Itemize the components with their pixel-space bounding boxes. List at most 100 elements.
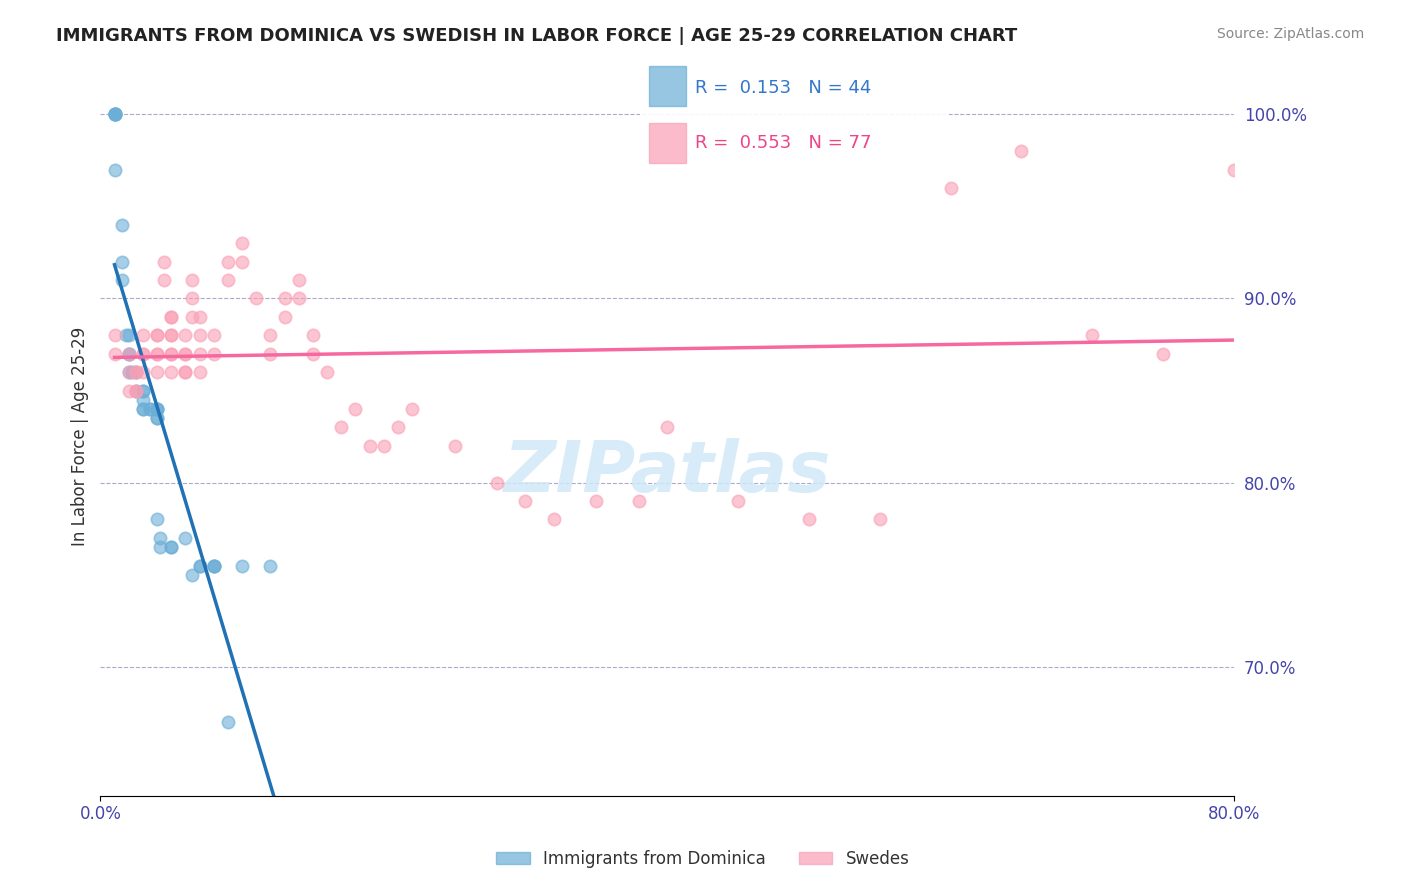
Point [118, 365, 141, 379]
Point [287, 273, 309, 287]
Point [181, 292, 204, 306]
Point [132, 384, 155, 398]
Point [181, 273, 204, 287]
Point [188, 558, 211, 573]
Point [132, 347, 155, 361]
Point [125, 365, 148, 379]
Point [146, 347, 169, 361]
Point [125, 365, 148, 379]
Point [146, 401, 169, 416]
Point [174, 365, 197, 379]
Point [118, 347, 141, 361]
Point [174, 531, 197, 545]
Point [1152, 347, 1174, 361]
Point [259, 347, 281, 361]
Point [655, 420, 678, 434]
Point [153, 254, 176, 268]
Point [245, 292, 267, 306]
Point [174, 347, 197, 361]
Point [132, 401, 155, 416]
Point [132, 384, 155, 398]
Bar [650, 123, 686, 163]
Point [302, 328, 325, 343]
Point [174, 365, 197, 379]
Point [181, 567, 204, 582]
Point [188, 365, 211, 379]
Point [118, 347, 141, 361]
Point [797, 512, 820, 526]
Point [160, 540, 183, 554]
Point [443, 439, 465, 453]
Point [110, 218, 132, 232]
Point [146, 401, 169, 416]
Point [273, 310, 295, 324]
Point [132, 401, 155, 416]
Point [103, 107, 125, 121]
Point [115, 328, 138, 343]
Point [149, 540, 172, 554]
Point [118, 347, 141, 361]
Point [125, 384, 148, 398]
Point [118, 365, 141, 379]
Point [146, 411, 169, 425]
Point [160, 310, 183, 324]
Point [103, 107, 125, 121]
Text: IMMIGRANTS FROM DOMINICA VS SWEDISH IN LABOR FORCE | AGE 25-29 CORRELATION CHART: IMMIGRANTS FROM DOMINICA VS SWEDISH IN L… [56, 27, 1018, 45]
Point [344, 401, 367, 416]
Point [132, 328, 155, 343]
Text: ZIPatlas: ZIPatlas [503, 438, 831, 507]
Point [939, 181, 962, 195]
Point [1251, 107, 1274, 121]
Point [869, 512, 891, 526]
Point [231, 558, 253, 573]
Point [188, 347, 211, 361]
Point [202, 558, 225, 573]
Point [160, 365, 183, 379]
Point [103, 107, 125, 121]
Point [103, 328, 125, 343]
Point [259, 328, 281, 343]
Point [160, 310, 183, 324]
Point [188, 558, 211, 573]
Point [543, 512, 565, 526]
Point [202, 558, 225, 573]
Point [146, 401, 169, 416]
Point [103, 162, 125, 177]
Point [174, 347, 197, 361]
Point [330, 420, 353, 434]
Point [160, 328, 183, 343]
Point [146, 328, 169, 343]
Point [1010, 144, 1032, 158]
Point [273, 292, 295, 306]
Text: Source: ZipAtlas.com: Source: ZipAtlas.com [1216, 27, 1364, 41]
Point [146, 411, 169, 425]
Point [401, 401, 423, 416]
Text: R =  0.153   N = 44: R = 0.153 N = 44 [696, 79, 872, 97]
Point [302, 347, 325, 361]
Point [103, 107, 125, 121]
Point [103, 107, 125, 121]
Point [359, 439, 381, 453]
Point [217, 254, 239, 268]
Point [174, 328, 197, 343]
Point [160, 347, 183, 361]
Point [125, 384, 148, 398]
Point [1223, 162, 1246, 177]
Point [373, 439, 395, 453]
Point [118, 328, 141, 343]
Text: R =  0.553   N = 77: R = 0.553 N = 77 [696, 135, 872, 153]
Point [202, 558, 225, 573]
Point [181, 310, 204, 324]
Point [287, 292, 309, 306]
Point [139, 401, 162, 416]
Point [125, 384, 148, 398]
Point [486, 475, 509, 490]
Point [132, 347, 155, 361]
Point [202, 328, 225, 343]
Point [121, 365, 143, 379]
Legend: Immigrants from Dominica, Swedes: Immigrants from Dominica, Swedes [489, 844, 917, 875]
Point [160, 347, 183, 361]
Point [188, 310, 211, 324]
Point [627, 494, 650, 508]
Point [146, 347, 169, 361]
